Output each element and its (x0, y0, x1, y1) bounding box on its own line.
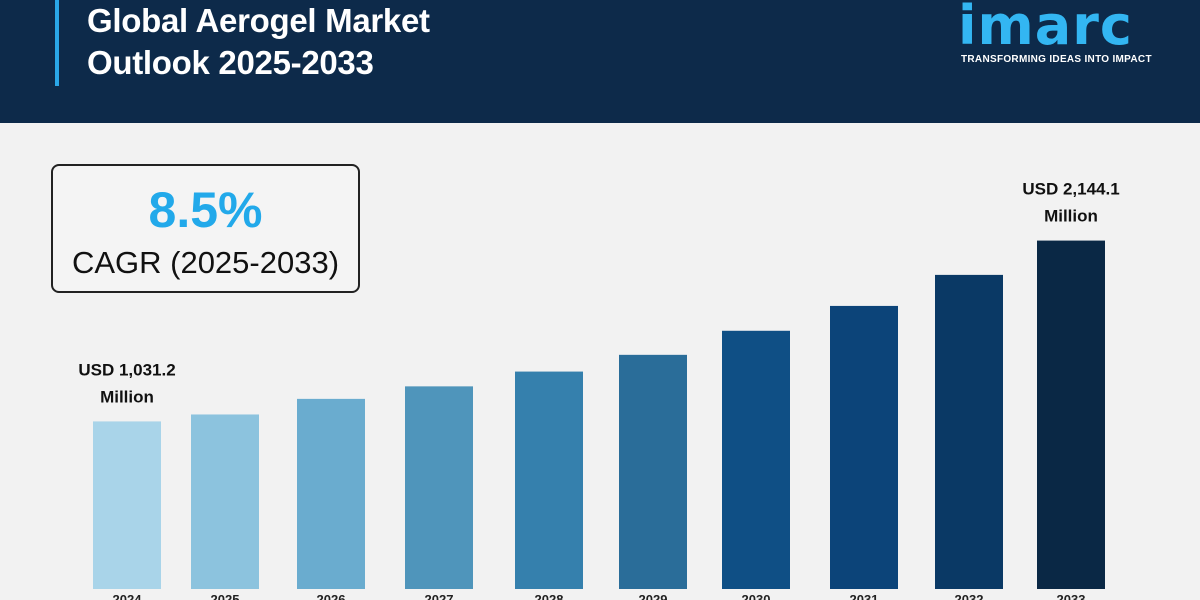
bar-2029 (619, 354, 687, 589)
cagr-callout: 8.5% CAGR (2025-2033) (51, 164, 360, 293)
title-line-1: Global Aerogel Market (87, 2, 430, 39)
x-tick-label-2033: 2033 (1057, 592, 1086, 600)
bar-2032 (935, 274, 1003, 589)
bar-2031 (830, 305, 898, 589)
data-label-2024-line1: USD 1,031.2 (78, 360, 175, 379)
bar-2024 (93, 421, 161, 589)
x-tick-label-2025: 2025 (211, 592, 240, 600)
data-label-2024-line2: Million (100, 387, 154, 406)
x-tick-label-2024: 2024 (113, 592, 143, 600)
x-tick-label-2028: 2028 (535, 592, 564, 600)
logo-wordmark: imarc (958, 0, 1133, 57)
bar-2027 (405, 386, 473, 589)
x-tick-label-2026: 2026 (317, 592, 346, 600)
bar-2028 (515, 371, 583, 589)
x-tick-label-2029: 2029 (639, 592, 668, 600)
data-label-2033-line1: USD 2,144.1 (1022, 180, 1119, 199)
bar-2033 (1037, 240, 1105, 590)
bar-2030 (722, 330, 790, 589)
logo-tagline: TRANSFORMING IDEAS INTO IMPACT (961, 54, 1152, 65)
header-banner: Global Aerogel Market Outlook 2025-2033 … (0, 0, 1200, 123)
title-line-2: Outlook 2025-2033 (87, 44, 374, 81)
x-tick-label-2030: 2030 (742, 592, 771, 600)
imarc-logo: imarc TRANSFORMING IDEAS INTO IMPACT (958, 0, 1170, 70)
x-tick-label-2027: 2027 (425, 592, 454, 600)
cagr-label: CAGR (2025-2033) (71, 245, 340, 280)
x-tick-label-2032: 2032 (955, 592, 984, 600)
page-title: Global Aerogel Market Outlook 2025-2033 (87, 0, 430, 84)
x-tick-label-2031: 2031 (850, 592, 879, 600)
cagr-value: 8.5% (148, 182, 263, 238)
bar-2026 (297, 398, 365, 589)
title-accent-line (55, 0, 59, 86)
bar-2025 (191, 414, 259, 589)
data-label-2033-line2: Million (1044, 207, 1098, 226)
